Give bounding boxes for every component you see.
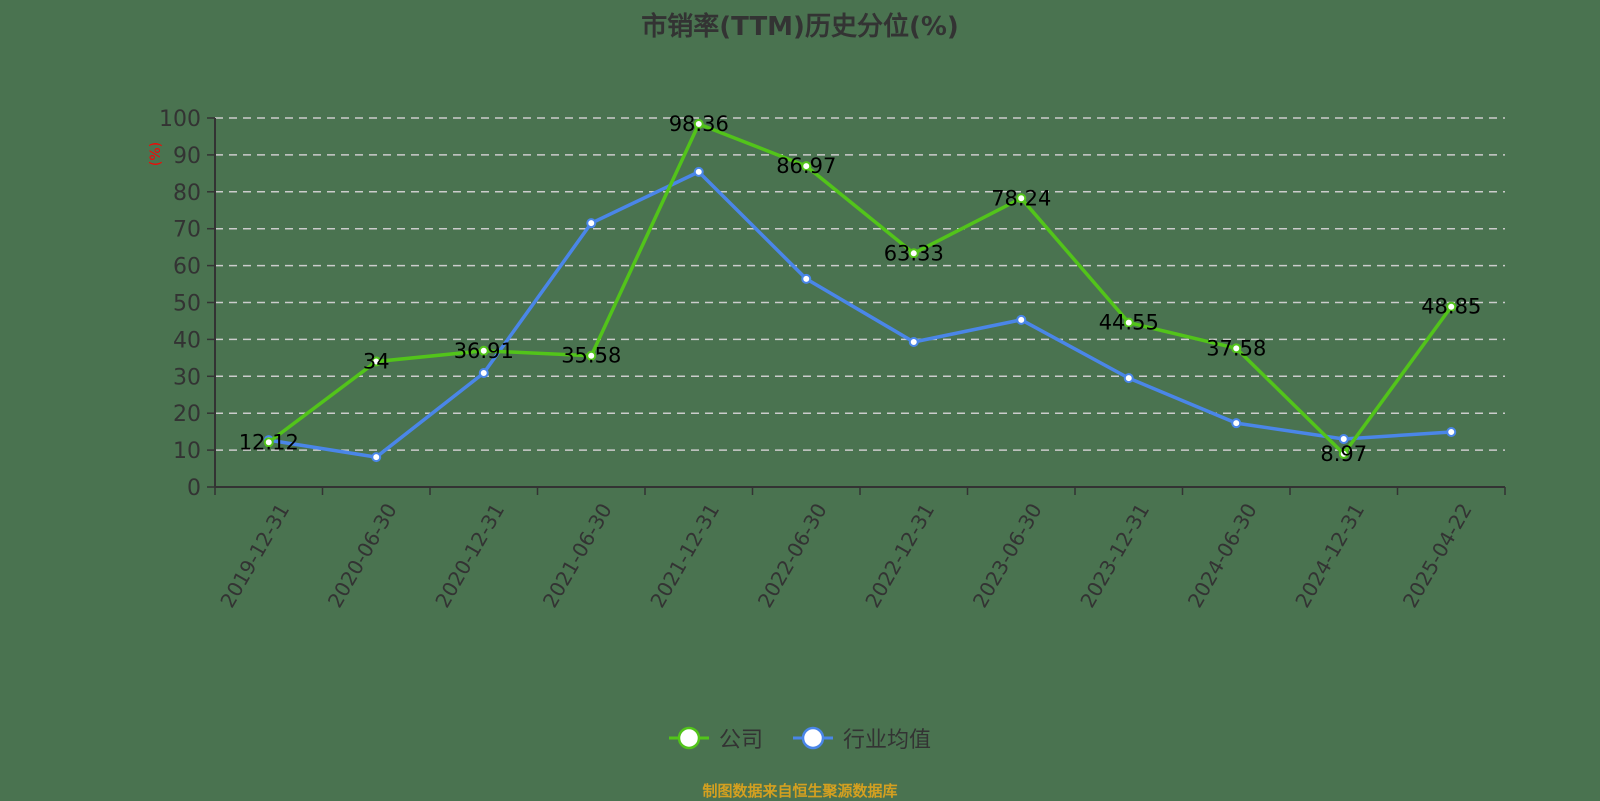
x-tick-label: 2022-12-31 [860, 499, 939, 612]
data-point[interactable] [1338, 448, 1349, 459]
data-label: 44.55 [1099, 311, 1159, 335]
data-point[interactable] [1338, 434, 1349, 445]
data-point[interactable] [1123, 373, 1134, 384]
data-point[interactable] [1446, 427, 1457, 438]
data-point[interactable] [1016, 193, 1027, 204]
data-point[interactable] [478, 367, 489, 378]
legend-item-industry-average[interactable]: 行业均值 [793, 722, 931, 754]
data-point[interactable] [478, 345, 489, 356]
x-tick-label: 2023-12-31 [1075, 499, 1154, 612]
data-point[interactable] [1231, 343, 1242, 354]
x-tick-label: 2024-12-31 [1290, 499, 1369, 612]
grid-lines [215, 117, 1505, 451]
y-tick-label: 70 [173, 218, 201, 243]
data-point[interactable] [1231, 418, 1242, 429]
y-tick-label: 40 [173, 328, 201, 353]
y-tick-label: 80 [173, 181, 201, 206]
data-point[interactable] [693, 166, 704, 177]
legend-marker-industry-icon [793, 726, 833, 750]
series-lines [263, 119, 1457, 463]
data-label: 98.36 [669, 112, 729, 136]
x-tick-label: 2020-12-31 [430, 499, 509, 612]
legend-label-company: 公司 [718, 728, 763, 753]
legend-marker-company-icon [668, 726, 709, 750]
legend-item-company[interactable]: 公司 [668, 722, 763, 754]
data-point[interactable] [801, 161, 812, 172]
data-label: 48.85 [1421, 295, 1481, 319]
legend: 公司 行业均值 [0, 722, 1600, 754]
data-label: 8.97 [1320, 442, 1367, 466]
x-tick-label: 2025-04-22 [1398, 499, 1477, 612]
y-tick-label: 0 [187, 476, 201, 501]
data-label: 63.33 [884, 241, 944, 265]
data-point[interactable] [1446, 301, 1457, 312]
data-point[interactable] [801, 273, 812, 284]
x-tick-label: 2021-06-30 [538, 499, 617, 612]
series-line [267, 122, 1453, 456]
data-label: 12.12 [239, 430, 299, 454]
data-point[interactable] [1123, 317, 1134, 328]
x-tick-label: 2022-06-30 [753, 499, 832, 612]
data-label: 86.97 [776, 154, 836, 178]
legend-label-industry-average: 行业均值 [843, 728, 932, 753]
chart-title: 市销率(TTM)历史分位(%) [641, 12, 959, 42]
data-label: 78.24 [991, 186, 1051, 210]
data-label: 35.58 [561, 344, 621, 368]
data-point[interactable] [908, 248, 919, 259]
y-tick-label: 50 [173, 292, 201, 317]
source-note: 制图数据来自恒生聚源数据库 [702, 782, 898, 800]
y-tick-label: 30 [173, 365, 201, 390]
y-axis-unit-label: (%) [148, 142, 164, 166]
y-tick-label: 100 [159, 107, 201, 132]
y-axis: 0 10 20 30 40 50 60 70 80 90 100 [159, 107, 216, 501]
x-tick-label: 2020-06-30 [323, 499, 402, 612]
x-tick-label: 2023-06-30 [968, 499, 1047, 612]
y-tick-label: 90 [173, 144, 201, 169]
x-tick-label: 2021-12-31 [645, 499, 724, 612]
x-tick-label: 2024-06-30 [1183, 499, 1262, 612]
series-line [268, 170, 1452, 459]
data-labels: 12.12 34 36.91 35.58 98.36 86.97 63.33 78.24 44.… [239, 112, 1482, 466]
data-point[interactable] [371, 356, 382, 367]
data-point[interactable] [371, 452, 382, 463]
x-tick-label: 2019-12-31 [215, 499, 294, 612]
x-axis: 2019-12-31 2020-06-30 2020-12-31 2021-06-30… [214, 486, 1506, 612]
y-tick-label: 10 [173, 439, 201, 464]
y-tick-label: 60 [173, 255, 201, 280]
data-point[interactable] [586, 350, 597, 361]
data-point[interactable] [908, 336, 919, 347]
data-label: 37.58 [1206, 336, 1266, 360]
data-point[interactable] [693, 119, 704, 130]
data-label: 34 [363, 350, 390, 374]
data-label: 36.91 [454, 339, 514, 363]
y-tick-label: 20 [173, 402, 201, 427]
data-point[interactable] [263, 437, 274, 448]
data-point[interactable] [586, 218, 597, 229]
data-point[interactable] [1016, 314, 1027, 325]
